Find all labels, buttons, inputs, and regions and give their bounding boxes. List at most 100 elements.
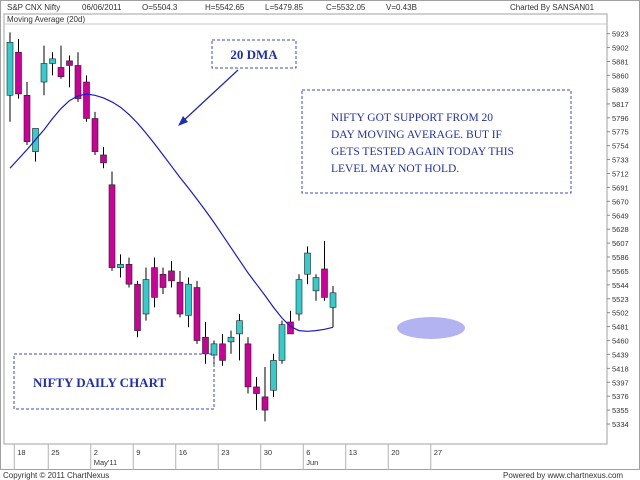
candle — [74, 52, 82, 102]
y-tick-label: 5460 — [612, 337, 629, 346]
header-volume: V=0.43B — [386, 3, 417, 12]
y-tick-label: 5649 — [612, 211, 629, 220]
x-tick-sublabel: May'11 — [94, 458, 117, 467]
candle-body-down — [168, 270, 175, 282]
y-tick-label: 5565 — [612, 267, 629, 276]
candle-body-up — [270, 360, 277, 391]
indicator-label: Moving Average (20d) — [7, 15, 85, 24]
candle-body-down — [193, 287, 201, 341]
candle — [176, 270, 184, 318]
candle — [49, 52, 56, 76]
header-symbol: S&P CNX Nifty — [7, 3, 60, 12]
x-tick-sublabel: Jun — [306, 458, 318, 467]
candle-body-down — [57, 67, 65, 78]
candle — [185, 277, 192, 328]
x-tick-label: 9 — [136, 448, 140, 457]
y-tick-label: 5502 — [612, 309, 629, 318]
candle-body-down — [15, 51, 22, 95]
y-tick-label: 5796 — [612, 114, 629, 123]
y-tick-label: 5691 — [612, 183, 629, 192]
candle — [253, 376, 260, 411]
candle-body-up — [295, 279, 303, 315]
candle — [134, 280, 141, 338]
x-tick-label: 6 — [306, 448, 310, 457]
note-line-4: LEVEL MAY NOT HOLD. — [331, 163, 459, 175]
header-date: 06/06/2011 — [82, 3, 122, 12]
candle — [6, 32, 14, 122]
candle-body-down — [244, 343, 252, 388]
candle — [236, 314, 243, 361]
candle-body-up — [40, 63, 48, 83]
y-tick-label: 5523 — [612, 295, 629, 304]
candle-body-down — [219, 343, 226, 361]
candle — [15, 38, 22, 99]
candle — [23, 82, 31, 145]
y-tick-label: 5839 — [612, 85, 629, 94]
y-tick-label: 5439 — [612, 350, 629, 359]
candle-body-up — [6, 41, 14, 96]
candle-body-up — [236, 320, 243, 335]
dma-label-box — [211, 39, 297, 69]
dma-label: 20 DMA — [230, 47, 278, 62]
note-line-2: DAY MOVING AVERAGE. BUT IF — [331, 129, 502, 141]
candle-body-down — [91, 118, 99, 152]
x-tick-label: 18 — [17, 448, 25, 457]
candle-body-down — [202, 336, 209, 355]
header-charted-by: Charted By SANSAN01 — [510, 3, 595, 12]
moving-average-line — [9, 93, 334, 332]
candle — [321, 241, 328, 301]
candle-body-up — [278, 324, 286, 361]
candle — [108, 171, 116, 271]
x-tick-label: 20 — [391, 448, 399, 457]
y-tick-label: 5418 — [612, 364, 629, 373]
candle — [40, 45, 48, 96]
x-tick-label: 30 — [264, 448, 272, 457]
plot-frame — [3, 13, 608, 445]
candle — [117, 254, 124, 278]
chart-label-box — [13, 353, 215, 410]
candle-body-down — [23, 94, 31, 142]
y-tick-label: 5670 — [612, 197, 629, 206]
candle-body-down — [261, 396, 269, 411]
y-tick-label: 5902 — [612, 44, 629, 53]
candle — [219, 333, 226, 366]
y-tick-label: 5860 — [612, 71, 629, 80]
candle-body-down — [321, 268, 328, 298]
candle — [100, 146, 107, 169]
candle-body-up — [210, 343, 218, 356]
y-tick-label: 5923 — [612, 30, 629, 39]
candle — [142, 267, 150, 321]
candle-body-up — [142, 279, 150, 315]
chart-label: NIFTY DAILY CHART — [33, 375, 167, 390]
candle-body-up — [49, 58, 56, 64]
candle-body-down — [74, 65, 82, 99]
candle — [295, 274, 303, 321]
y-axis: 5923 5902 5881 5860 5839 5817 5796 5775 5754 5733… — [607, 30, 629, 429]
y-tick-label: 5628 — [612, 225, 629, 234]
candle-body-down — [134, 283, 141, 331]
candle-body-down — [100, 154, 107, 164]
candle — [278, 320, 286, 364]
y-tick-label: 5607 — [612, 239, 629, 248]
candle-body-up — [185, 283, 192, 316]
footer-powered: Powered by www.chartnexus.com — [503, 471, 623, 480]
y-tick-label: 5355 — [612, 406, 629, 415]
header-close: C=5532.05 — [326, 3, 366, 12]
x-tick-label: 27 — [434, 448, 442, 457]
candle-body-up — [227, 336, 235, 343]
candle — [227, 330, 235, 354]
candle-body-down — [108, 184, 116, 268]
candles — [6, 32, 337, 422]
y-tick-label: 5544 — [612, 281, 629, 290]
candle-body-down — [253, 386, 260, 394]
note-box — [301, 89, 572, 194]
candle — [168, 260, 175, 288]
y-tick-label: 5376 — [612, 392, 629, 401]
candle-body-up — [117, 264, 124, 268]
y-tick-label: 5481 — [612, 323, 629, 332]
support-highlight — [397, 317, 465, 339]
candle-body-down — [66, 60, 73, 66]
dma-arrowhead-icon — [178, 116, 188, 126]
candle — [125, 257, 133, 288]
